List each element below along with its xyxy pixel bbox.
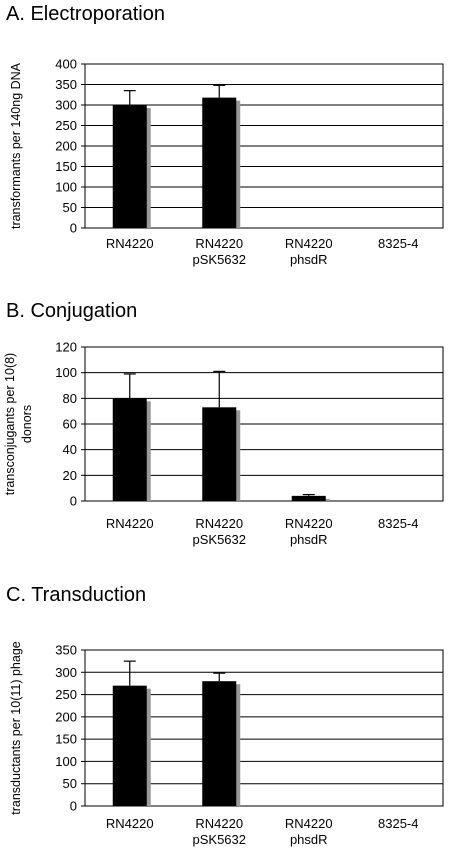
y-tick-label: 100	[55, 754, 77, 769]
y-tick-label: 0	[70, 494, 77, 509]
x-tick-label: RN4220	[106, 816, 154, 831]
x-tick-label: RN4220	[285, 516, 333, 531]
y-axis-label: donors	[20, 405, 34, 443]
y-tick-label: 250	[55, 118, 77, 133]
chart-title: C. Transduction	[6, 584, 146, 606]
y-tick-label: 40	[63, 442, 77, 457]
y-tick-label: 200	[55, 139, 77, 154]
x-tick-label: RN4220	[195, 236, 243, 251]
x-tick-label: 8325-4	[378, 236, 418, 251]
x-tick-label: 8325-4	[378, 816, 418, 831]
x-tick-label: phsdR	[290, 832, 328, 847]
y-tick-label: 250	[55, 687, 77, 702]
y-axis-label: transconjugants per 10(8)	[3, 353, 17, 495]
x-tick-label: RN4220	[106, 236, 154, 251]
chart-panel: B. Conjugation 0 20 40 60 80 100 120 transconjug…	[3, 300, 444, 547]
x-tick-label: pSK5632	[193, 532, 247, 547]
x-tick-label: pSK5632	[193, 252, 247, 267]
chart-panel: C. Transduction 0 50 100 150 200 250 300 350 tran…	[6, 584, 444, 847]
y-tick-label: 150	[55, 159, 77, 174]
chart-title: B. Conjugation	[6, 300, 137, 322]
x-tick-label: RN4220	[195, 516, 243, 531]
x-tick-label: RN4220	[106, 516, 154, 531]
y-tick-label: 150	[55, 732, 77, 747]
bar	[112, 685, 147, 806]
y-axis-label: transductants per 10(11) phage	[9, 641, 23, 815]
y-tick-label: 50	[63, 200, 77, 215]
x-tick-label: phsdR	[290, 532, 328, 547]
x-tick-label: phsdR	[290, 252, 328, 267]
y-tick-label: 100	[55, 365, 77, 380]
y-tick-label: 350	[55, 77, 77, 92]
bar	[202, 681, 237, 806]
bar	[202, 407, 237, 501]
x-tick-label: RN4220	[195, 816, 243, 831]
chart-panel: A. Electroporation 0 50 100 150 200 250 300 350 4…	[6, 3, 444, 267]
y-tick-label: 50	[63, 776, 77, 791]
y-tick-label: 200	[55, 709, 77, 724]
x-tick-label: pSK5632	[193, 832, 247, 847]
y-tick-label: 0	[70, 799, 77, 814]
y-tick-label: 60	[63, 417, 77, 432]
y-tick-label: 100	[55, 180, 77, 195]
y-tick-label: 120	[55, 340, 77, 355]
chart-title: A. Electroporation	[6, 3, 165, 25]
y-tick-label: 400	[55, 57, 77, 72]
y-tick-label: 80	[63, 391, 77, 406]
y-tick-label: 20	[63, 468, 77, 483]
y-tick-label: 0	[70, 221, 77, 236]
bar	[291, 495, 326, 501]
x-tick-label: 8325-4	[378, 516, 418, 531]
y-tick-label: 350	[55, 643, 77, 658]
plot-frame	[84, 649, 444, 807]
bar	[112, 105, 147, 228]
y-tick-label: 300	[55, 98, 77, 113]
y-tick-label: 300	[55, 665, 77, 680]
x-tick-label: RN4220	[285, 236, 333, 251]
y-axis-label: transformants per 140ng DNA	[9, 62, 23, 229]
x-tick-label: RN4220	[285, 816, 333, 831]
bar	[112, 398, 147, 501]
bar	[202, 97, 237, 229]
